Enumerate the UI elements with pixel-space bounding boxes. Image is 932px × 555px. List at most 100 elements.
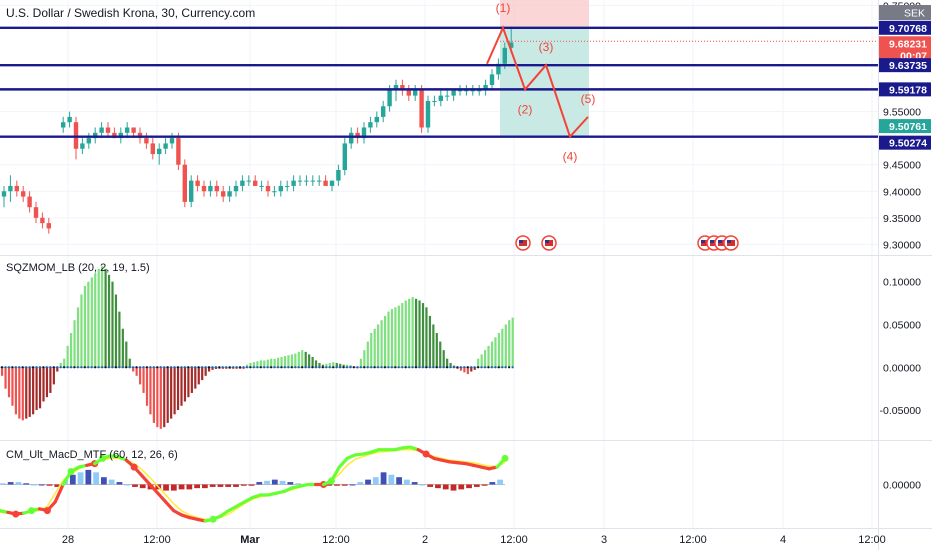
macd-histogram-bar (240, 484, 247, 486)
candle-body[interactable] (182, 164, 187, 202)
candle-body[interactable] (61, 122, 66, 128)
candle-body[interactable] (157, 148, 162, 155)
candle-body[interactable] (381, 106, 386, 117)
candle-body[interactable] (323, 180, 328, 186)
price-axis-label-bg (879, 119, 931, 134)
candle-body[interactable] (208, 185, 213, 192)
candle-body[interactable] (201, 185, 207, 192)
candle-body[interactable] (432, 100, 437, 102)
candle-body[interactable] (387, 90, 392, 107)
candle-body[interactable] (477, 90, 482, 92)
candle-body[interactable] (27, 196, 32, 208)
candle-body[interactable] (195, 180, 200, 186)
candle-body[interactable] (131, 127, 136, 133)
candle-body[interactable] (93, 132, 98, 139)
candle-body[interactable] (336, 170, 341, 181)
candle-body[interactable] (240, 180, 245, 186)
sqz-state-dot (397, 366, 400, 369)
candle-body[interactable] (291, 180, 296, 186)
elliott-wave-path[interactable] (486, 25, 589, 139)
candle-body[interactable] (46, 223, 51, 229)
candle-body[interactable] (125, 127, 130, 133)
candle-body[interactable] (361, 127, 367, 139)
candle-body[interactable] (393, 85, 399, 91)
candle-body[interactable] (329, 180, 335, 186)
sqz-indicator-label[interactable]: SQZMOM_LB (20, 2, 19, 1.5) (6, 262, 150, 274)
candle-body[interactable] (150, 143, 155, 155)
candle-body[interactable] (445, 95, 450, 97)
candle-body[interactable] (413, 90, 418, 96)
candle-body[interactable] (214, 185, 219, 192)
candle-body[interactable] (374, 116, 379, 123)
candle-body[interactable] (310, 180, 315, 182)
candle-body[interactable] (265, 185, 271, 192)
candle-body[interactable] (169, 138, 175, 144)
candle-body[interactable] (189, 180, 194, 202)
candle-body[interactable] (451, 90, 456, 96)
candle-body[interactable] (99, 127, 104, 133)
candle-body[interactable] (297, 180, 303, 182)
candle-body[interactable] (80, 143, 85, 149)
candle-body[interactable] (33, 207, 39, 218)
candle-body[interactable] (118, 132, 123, 139)
candle-body[interactable] (285, 185, 290, 187)
candle-body[interactable] (278, 185, 283, 192)
candle-body[interactable] (470, 90, 475, 92)
us-flag-event-icon[interactable] (515, 235, 531, 251)
candle-body[interactable] (483, 85, 488, 91)
candle-body[interactable] (425, 100, 431, 128)
candle-body[interactable] (368, 122, 373, 128)
candle-body[interactable] (438, 95, 443, 101)
candle-body[interactable] (496, 63, 501, 75)
candle-body[interactable] (14, 185, 19, 192)
sqz-state-dot (370, 366, 373, 369)
candle-body[interactable] (40, 217, 45, 224)
candle-body[interactable] (176, 138, 181, 165)
candle-body[interactable] (8, 185, 13, 192)
sqz-momentum-bar (176, 367, 180, 411)
candle-body[interactable] (227, 191, 232, 197)
sqz-momentum-bar (387, 311, 390, 368)
candle-body[interactable] (73, 122, 79, 149)
candle-body[interactable] (233, 185, 239, 192)
candle-body[interactable] (464, 90, 469, 92)
candle-body[interactable] (406, 90, 411, 96)
sqz-momentum-bar (94, 273, 97, 368)
candle-body[interactable] (317, 180, 322, 182)
take-profit-zone[interactable] (500, 27, 589, 137)
us-flag-event-icon[interactable] (541, 235, 557, 251)
candle-body[interactable] (137, 132, 143, 139)
candle-body[interactable] (112, 132, 117, 139)
candle-body[interactable] (304, 180, 309, 182)
candle-body[interactable] (355, 132, 360, 139)
candle-body[interactable] (246, 180, 251, 182)
stop-loss-zone[interactable] (500, 0, 589, 28)
candle-body[interactable] (419, 90, 424, 128)
candle-body[interactable] (342, 143, 347, 170)
candle-body[interactable] (489, 74, 495, 85)
us-flag-event-icon[interactable] (723, 235, 739, 251)
candle-body[interactable] (400, 85, 405, 91)
candle-body[interactable] (349, 132, 354, 144)
candle-body[interactable] (221, 191, 226, 197)
candle-body[interactable] (509, 42, 514, 48)
candle-body[interactable] (457, 90, 463, 92)
candle-body[interactable] (86, 138, 91, 144)
candle-body[interactable] (272, 191, 277, 193)
candle-body[interactable] (253, 180, 258, 186)
candle-body[interactable] (21, 191, 26, 197)
sqz-state-dot (97, 366, 100, 369)
candle-body[interactable] (502, 47, 507, 64)
sqz-state-dot (383, 366, 387, 369)
candle-body[interactable] (144, 138, 149, 144)
sqz-momentum-bar (346, 364, 349, 368)
candle-body[interactable] (163, 143, 168, 149)
macd-indicator-label[interactable]: CM_Ult_MacD_MTF (60, 12, 26, 6) (6, 449, 178, 461)
candle-body[interactable] (1, 191, 7, 197)
candle-body[interactable] (259, 185, 264, 187)
candle-body[interactable] (67, 116, 72, 123)
sqz-state-dot (21, 366, 24, 369)
candle-body[interactable] (105, 127, 111, 133)
